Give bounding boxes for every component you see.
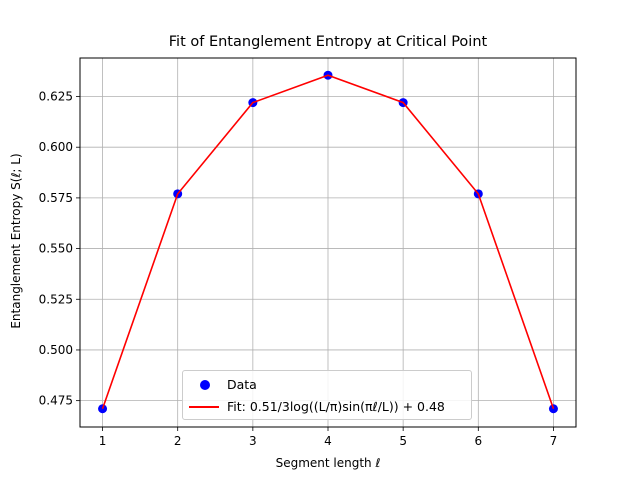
legend-entry-fit: Fit: 0.51/3log((L/π)sin(πℓ/L)) + 0.48 <box>183 397 471 417</box>
x-tick-label: 2 <box>174 434 182 448</box>
x-tick-label: 7 <box>550 434 558 448</box>
x-tick-label: 4 <box>324 434 332 448</box>
x-tick-label: 5 <box>399 434 407 448</box>
series-layer <box>98 70 558 414</box>
chart-title: Fit of Entanglement Entropy at Critical … <box>168 34 488 50</box>
y-tick-label: 0.600 <box>39 140 73 154</box>
legend: Data Fit: 0.51/3log((L/π)sin(πℓ/L)) + 0.… <box>182 370 472 420</box>
legend-marker-swatch <box>189 375 219 395</box>
fit-line <box>101 74 555 410</box>
y-tick-label: 0.575 <box>39 191 73 205</box>
x-tick-label: 1 <box>99 434 107 448</box>
x-tick-label: 3 <box>249 434 257 448</box>
legend-line-swatch <box>189 397 219 417</box>
x-axis-label: Segment length ℓ <box>275 456 381 470</box>
y-tick-label: 0.550 <box>39 242 73 256</box>
legend-entry-data: Data <box>183 375 471 395</box>
x-tick-label: 6 <box>474 434 482 448</box>
y-tick-label: 0.500 <box>39 343 73 357</box>
y-tick-label: 0.625 <box>39 90 73 104</box>
y-axis-label: Entanglement Entropy S(ℓ; L) <box>9 153 23 329</box>
y-tick-label: 0.525 <box>39 292 73 306</box>
legend-label-fit: Fit: 0.51/3log((L/π)sin(πℓ/L)) + 0.48 <box>227 399 445 414</box>
legend-label-data: Data <box>227 377 257 392</box>
legend-marker-icon <box>200 380 210 390</box>
axis-ticks: 1 2 3 4 5 6 7 0.475 0.500 0.525 0.550 0.575 0.600 0.6… <box>39 90 558 448</box>
y-tick-label: 0.475 <box>39 394 73 408</box>
axes-frame <box>79 57 577 428</box>
grid-lines <box>80 58 576 427</box>
legend-line-icon <box>189 406 219 408</box>
